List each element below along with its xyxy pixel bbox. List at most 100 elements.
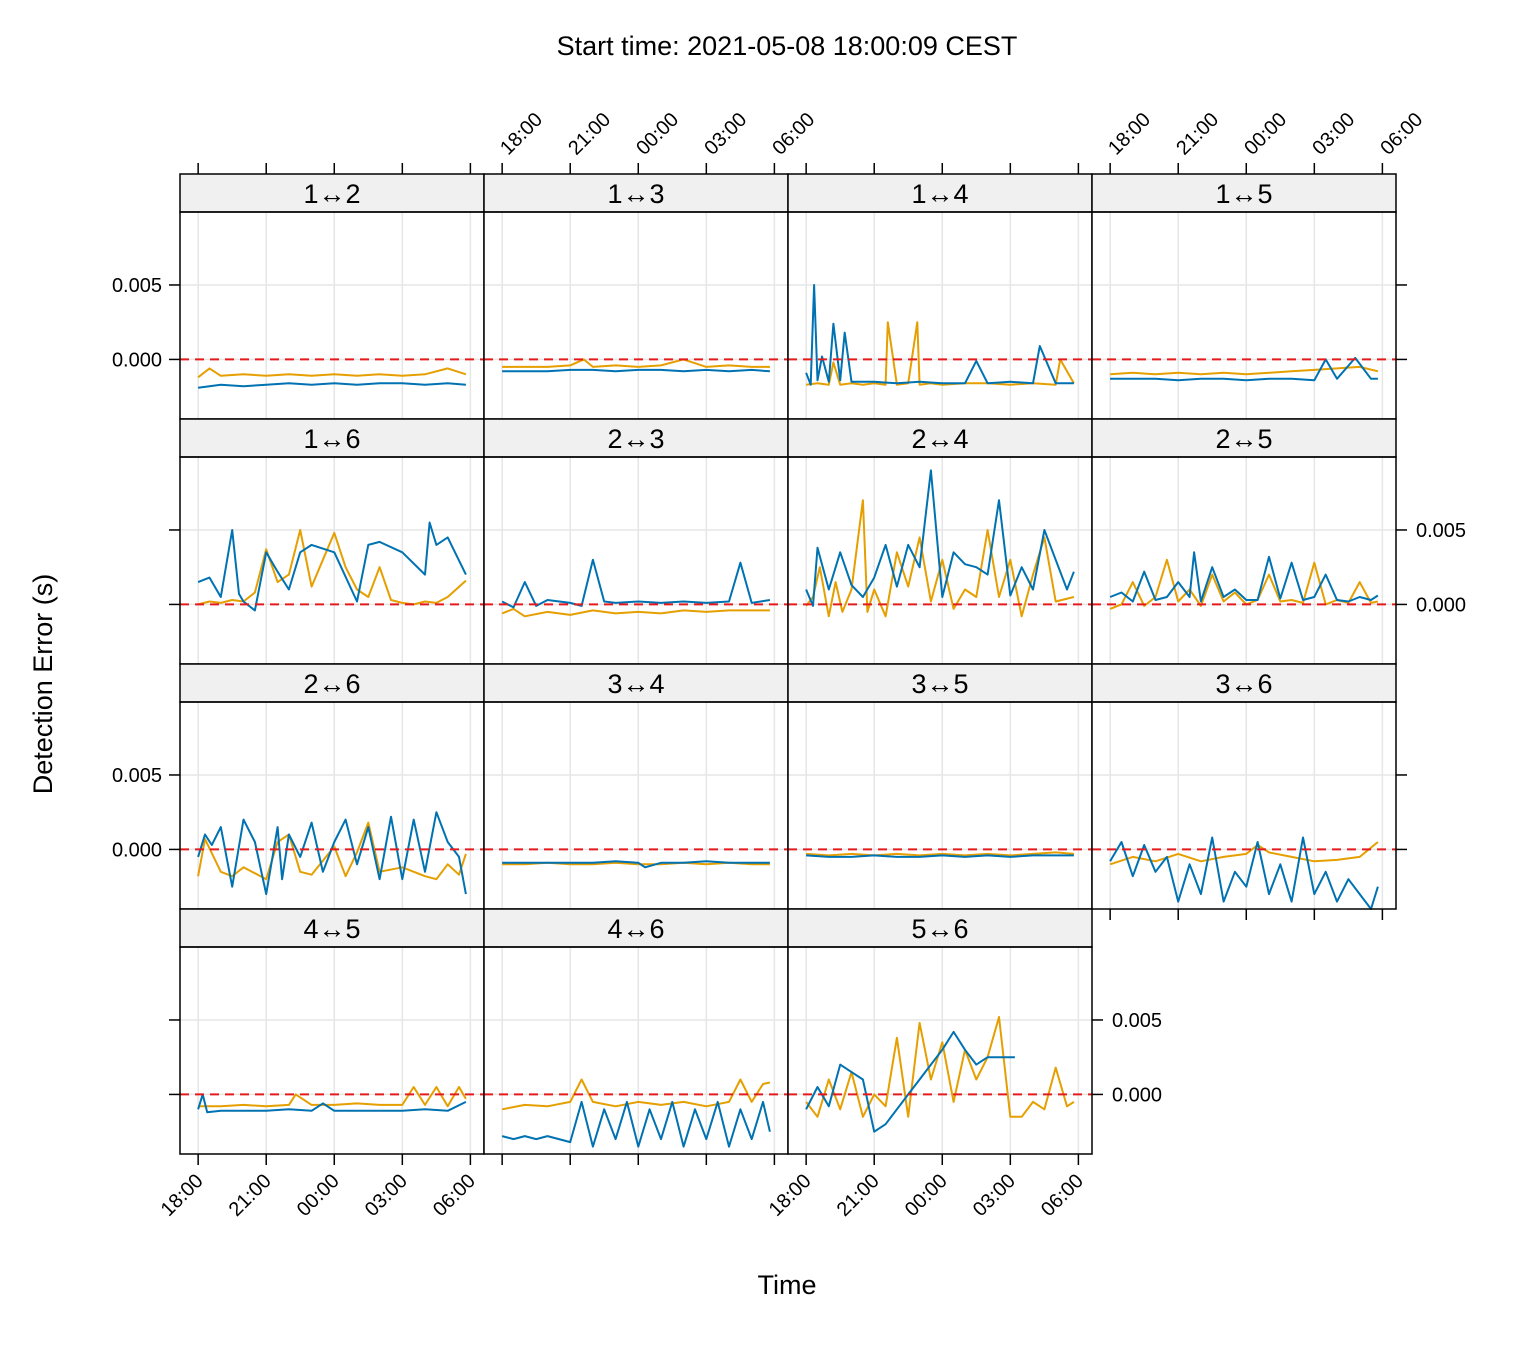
x-tick-label: 00:00 bbox=[632, 109, 683, 160]
panel-strip bbox=[179, 908, 485, 948]
series-line-a bbox=[197, 811, 467, 896]
panel-strip-label: 4↔6 bbox=[607, 914, 664, 944]
panel-background bbox=[788, 702, 1092, 909]
panel-background bbox=[1092, 457, 1396, 664]
series-line-a bbox=[1110, 356, 1378, 382]
panel-1: 1↔3 bbox=[483, 173, 789, 420]
panel-10: 3↔5 bbox=[787, 663, 1093, 910]
y-tick-label: 0.005 bbox=[112, 275, 162, 297]
series-line-a bbox=[197, 521, 467, 612]
panel-strip bbox=[1091, 663, 1397, 703]
panel-strip-label: 1↔2 bbox=[303, 179, 360, 209]
series-line-a bbox=[197, 382, 466, 389]
y-tick-label: 0.000 bbox=[112, 349, 162, 371]
y-tick-label: 0.005 bbox=[1112, 1010, 1162, 1032]
panel-background bbox=[484, 947, 788, 1154]
panel-strip-label: 1↔5 bbox=[1215, 179, 1272, 209]
panel-background bbox=[484, 702, 788, 909]
x-tick-label: 18:00 bbox=[496, 109, 547, 160]
panel-background bbox=[788, 212, 1092, 419]
panel-strip bbox=[483, 908, 789, 948]
series-line-a bbox=[1109, 551, 1379, 603]
x-tick-label: 03:00 bbox=[1308, 109, 1359, 160]
x-tick-label: 18:00 bbox=[765, 1170, 816, 1221]
series-line-b bbox=[1109, 841, 1379, 866]
chart-title: Start time: 2021-05-08 18:00:09 CEST bbox=[557, 31, 1018, 61]
series-line-b bbox=[501, 1078, 771, 1111]
x-tick-label: 03:00 bbox=[361, 1170, 412, 1221]
panel-strip bbox=[787, 908, 1093, 948]
y-tick-label: 0.005 bbox=[112, 765, 162, 787]
series-line-a bbox=[805, 1030, 1015, 1133]
x-tick-label: 21:00 bbox=[833, 1170, 884, 1221]
y-tick-label: 0.005 bbox=[1416, 520, 1466, 542]
series-line-a bbox=[805, 469, 1075, 607]
panel-strip-label: 3↔5 bbox=[911, 669, 968, 699]
panel-3: 1↔5 bbox=[1091, 173, 1397, 420]
panels-group: 1↔2 1↔3 1↔4 1↔5 1↔6 2↔3 2↔4 2↔5 2↔6 3↔4 3↔5 3↔6 4↔5 4… bbox=[179, 173, 1397, 1155]
y-tick-label: 0.000 bbox=[1416, 594, 1466, 616]
x-tick-label: 21:00 bbox=[225, 1170, 276, 1221]
panel-strip-label: 1↔3 bbox=[607, 179, 664, 209]
panel-background bbox=[180, 947, 484, 1154]
series-line-a bbox=[501, 558, 771, 609]
y-tick-label: 0.000 bbox=[112, 839, 162, 861]
panel-9: 3↔4 bbox=[483, 663, 789, 910]
panel-strip-label: 3↔4 bbox=[607, 669, 664, 699]
panel-border bbox=[1091, 701, 1397, 910]
panel-strip-label: 4↔5 bbox=[303, 914, 360, 944]
panel-2: 1↔4 bbox=[787, 173, 1093, 420]
series-line-a bbox=[502, 860, 770, 869]
panel-strip-label: 2↔5 bbox=[1215, 424, 1272, 454]
panel-0: 1↔2 bbox=[179, 173, 485, 420]
panel-strip-label: 5↔6 bbox=[911, 914, 968, 944]
series-line-a bbox=[1109, 836, 1379, 910]
series-line-b bbox=[1110, 365, 1379, 376]
panel-background bbox=[1092, 702, 1396, 909]
panel-strip bbox=[483, 418, 789, 458]
panel-strip-label: 2↔3 bbox=[607, 424, 664, 454]
panel-strip-label: 2↔4 bbox=[911, 424, 968, 454]
panel-4: 1↔6 bbox=[179, 418, 485, 665]
series-line-a bbox=[806, 854, 1074, 858]
x-tick-label: 21:00 bbox=[1172, 109, 1223, 160]
panel-strip bbox=[483, 173, 789, 213]
panel-background bbox=[180, 212, 484, 419]
series-line-b bbox=[502, 358, 770, 368]
panel-6: 2↔4 bbox=[787, 418, 1093, 665]
x-tick-label: 00:00 bbox=[901, 1170, 952, 1221]
panel-13: 4↔6 bbox=[483, 908, 789, 1155]
panel-strip-label: 1↔6 bbox=[303, 424, 360, 454]
panel-5: 2↔3 bbox=[483, 418, 789, 665]
series-line-b bbox=[806, 851, 1074, 857]
x-tick-label: 18:00 bbox=[1104, 109, 1155, 160]
panel-strip bbox=[1091, 418, 1397, 458]
x-tick-label: 03:00 bbox=[700, 109, 751, 160]
panel-8: 2↔6 bbox=[179, 663, 485, 910]
series-line-a bbox=[501, 1100, 771, 1148]
series-line-a bbox=[502, 368, 770, 373]
x-tick-label: 06:00 bbox=[1037, 1170, 1088, 1221]
panel-strip bbox=[483, 663, 789, 703]
x-tick-label: 00:00 bbox=[293, 1170, 344, 1221]
series-line-b bbox=[197, 367, 467, 379]
panel-background bbox=[484, 212, 788, 419]
y-tick-label: 0.000 bbox=[1112, 1084, 1162, 1106]
panel-background bbox=[1092, 212, 1396, 419]
series-line-b bbox=[197, 821, 467, 881]
x-axis-title: Time bbox=[758, 1270, 817, 1300]
panel-14: 5↔6 bbox=[787, 908, 1093, 1155]
panel-7: 2↔5 bbox=[1091, 418, 1397, 665]
series-line-a bbox=[197, 1093, 467, 1114]
y-axis-title: Detection Error (s) bbox=[28, 574, 58, 795]
panel-background bbox=[484, 457, 788, 664]
series-line-a bbox=[805, 284, 1074, 386]
series-line-b bbox=[805, 499, 1075, 618]
x-tick-label: 06:00 bbox=[768, 109, 819, 160]
x-tick-label: 18:00 bbox=[157, 1170, 208, 1221]
panel-11: 3↔6 bbox=[1091, 663, 1397, 910]
series-line-b bbox=[197, 529, 467, 606]
x-tick-label: 06:00 bbox=[1376, 109, 1427, 160]
panel-background bbox=[180, 457, 484, 664]
